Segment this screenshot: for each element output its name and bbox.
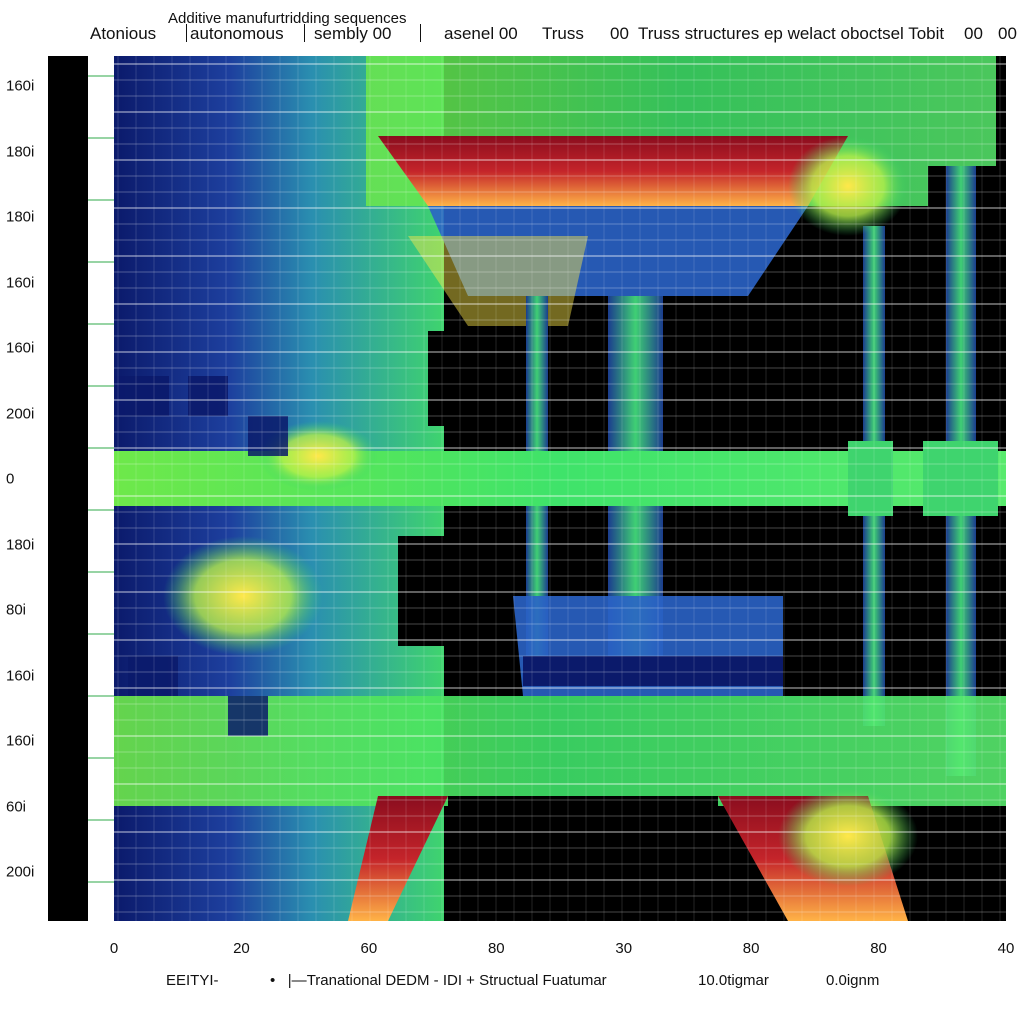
cold-cell [228, 696, 268, 736]
footer-label-1: EEITYI- [166, 972, 219, 989]
bottom-void [448, 796, 718, 921]
header-label-5: Truss [542, 24, 584, 43]
cold-cell [128, 656, 178, 696]
void-lower-left [398, 536, 523, 646]
header-separator [420, 24, 421, 42]
header-label-3: sembly 00 [314, 24, 392, 43]
header-label-6: 00 [610, 24, 629, 43]
chart-title: Additive manufurtridding sequences [168, 10, 407, 27]
y-tick-label: 160i [6, 339, 35, 357]
header-label-8: 00 [964, 24, 983, 43]
y-tick-label: 160i [6, 274, 35, 291]
x-tick-label: 80 [742, 940, 760, 957]
header-label-9: 00 [998, 24, 1017, 43]
y-tick-label: 60i [6, 798, 27, 815]
top-blue-truss [428, 206, 808, 296]
header-label-4: asenel 00 [444, 24, 518, 43]
footer-bar-glyph: |— [287, 972, 307, 989]
y-tick-label: 80i [6, 601, 27, 619]
header-label-1: Atonious [90, 24, 157, 43]
joint-far-right [923, 441, 998, 516]
hotspot-top-right [788, 136, 908, 236]
grid-lines [88, 56, 1006, 921]
footer-label-2: • |—Tranational DEDM - IDI + Structual F… [270, 972, 607, 989]
footer-label-3: 10.0tigmar [698, 972, 769, 989]
bottom-red-left [348, 796, 448, 921]
x-tick-label: 80 [870, 940, 887, 957]
y-tick-label: 200i [6, 405, 35, 422]
heatmap-plot-area [48, 56, 1006, 921]
footer-label-4: 0.0ignm [826, 972, 880, 989]
bottom-right-void [908, 816, 1006, 921]
header-separator [186, 24, 187, 42]
top-red-truss [378, 136, 848, 206]
y-tick-label: 160i [6, 732, 35, 750]
cold-cell [114, 376, 169, 416]
y-tick-label: 180i [6, 536, 35, 553]
footer-label-2-text: Tranational DEDM - IDI + Structual Fuatu… [306, 972, 607, 989]
x-tick-label: 0 [109, 940, 119, 957]
header-label-7: Truss structures ep welact oboctsel Tobi… [638, 24, 945, 43]
footer-bullet: • [270, 972, 276, 989]
cold-cell [248, 416, 288, 456]
y-tick-label: 0 [6, 470, 15, 488]
y-tick-label: 160i [6, 77, 35, 95]
y-tick-label: 180i [6, 208, 35, 226]
y-tick-label: 180i [6, 143, 35, 160]
void-upper-right [668, 296, 848, 436]
x-tick-label: 40 [997, 940, 1015, 957]
heatmap-svg [48, 56, 1006, 921]
x-tick-label: 30 [615, 940, 633, 957]
y-tick-label: 160i [6, 667, 35, 684]
white-strip [88, 56, 114, 921]
x-tick-label: 80 [487, 940, 505, 957]
header-label-2: autonomous [190, 24, 284, 43]
void-upper-left [428, 331, 528, 426]
cold-cell [188, 376, 228, 416]
header-separator [304, 24, 305, 42]
x-tick-label: 20 [233, 940, 250, 957]
y-tick-label: 200i [6, 863, 35, 881]
joint-right [848, 441, 893, 516]
x-tick-label: 60 [360, 940, 378, 957]
hotspot-bottom-right [778, 786, 918, 886]
lower-dark-band [523, 656, 783, 686]
hotspot-lower-left [163, 536, 323, 656]
left-dark-strip [48, 56, 88, 921]
